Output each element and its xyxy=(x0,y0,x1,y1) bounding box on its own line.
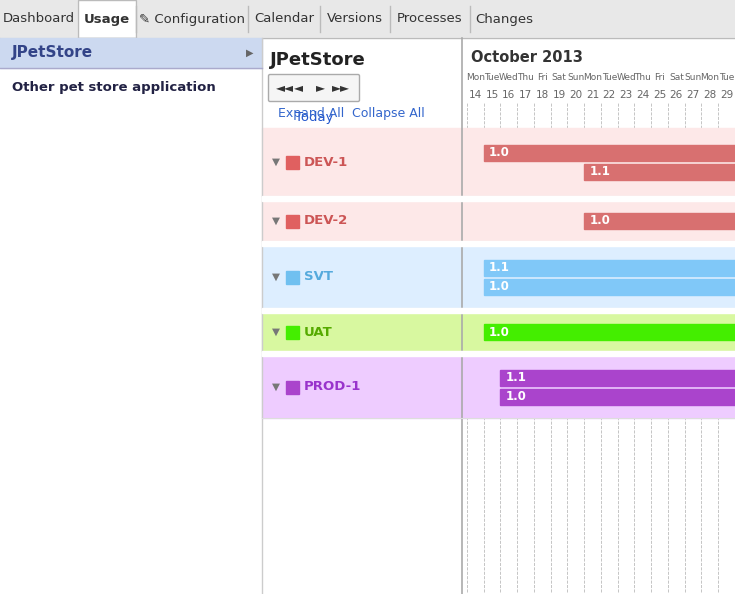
Text: Calendar: Calendar xyxy=(254,12,314,26)
Text: 17: 17 xyxy=(519,90,532,100)
Text: 1.1: 1.1 xyxy=(589,165,610,178)
Text: Other pet store application: Other pet store application xyxy=(12,81,216,94)
Text: 22: 22 xyxy=(603,90,616,100)
Text: Changes: Changes xyxy=(475,12,533,26)
Text: 21: 21 xyxy=(586,90,599,100)
Text: Thu: Thu xyxy=(634,74,651,83)
Text: Sat: Sat xyxy=(669,74,684,83)
Text: Tue: Tue xyxy=(602,74,617,83)
Text: ►►: ►► xyxy=(332,81,350,94)
Text: 29: 29 xyxy=(720,90,734,100)
Text: 20: 20 xyxy=(570,90,582,100)
FancyBboxPatch shape xyxy=(268,74,359,102)
Text: JPetStore: JPetStore xyxy=(270,51,366,69)
Text: 1.0: 1.0 xyxy=(489,326,509,339)
Text: Tue: Tue xyxy=(484,74,500,83)
Bar xyxy=(286,270,299,283)
Text: Sun: Sun xyxy=(567,74,584,83)
Text: ◄: ◄ xyxy=(294,81,303,94)
Bar xyxy=(286,156,299,169)
Bar xyxy=(0,38,262,594)
Text: 23: 23 xyxy=(620,90,633,100)
Text: Mon: Mon xyxy=(700,74,720,83)
Bar xyxy=(262,246,735,308)
Text: DEV-2: DEV-2 xyxy=(304,214,348,228)
Text: 14: 14 xyxy=(469,90,482,100)
Text: 18: 18 xyxy=(536,90,549,100)
Bar xyxy=(484,144,735,160)
Bar xyxy=(286,214,299,228)
Bar xyxy=(501,388,735,405)
Bar xyxy=(501,369,735,386)
Text: ◄◄: ◄◄ xyxy=(276,81,294,94)
Bar xyxy=(262,196,735,201)
Bar xyxy=(0,38,262,68)
Bar xyxy=(262,201,735,241)
Bar xyxy=(262,128,735,196)
Text: DEV-1: DEV-1 xyxy=(304,156,348,169)
Text: ▶: ▶ xyxy=(246,48,254,58)
Bar xyxy=(484,260,735,276)
Text: 1.0: 1.0 xyxy=(506,390,526,403)
Bar xyxy=(262,313,735,351)
Text: 1.0: 1.0 xyxy=(489,280,509,293)
Bar xyxy=(484,324,735,340)
Text: Fri: Fri xyxy=(537,74,548,83)
Text: Expand All: Expand All xyxy=(278,106,344,119)
Bar xyxy=(0,0,735,38)
Text: 1.0: 1.0 xyxy=(589,214,610,228)
Bar xyxy=(584,163,735,179)
Text: Usage: Usage xyxy=(84,12,130,26)
Text: SVT: SVT xyxy=(304,270,333,283)
Text: 28: 28 xyxy=(703,90,717,100)
Text: Sun: Sun xyxy=(684,74,702,83)
Text: 15: 15 xyxy=(486,90,499,100)
Text: Fri: Fri xyxy=(654,74,665,83)
Text: Mon: Mon xyxy=(583,74,602,83)
Bar xyxy=(262,241,735,246)
Text: ✎ Configuration: ✎ Configuration xyxy=(139,12,245,26)
Text: 1.1: 1.1 xyxy=(489,261,509,274)
Bar xyxy=(484,279,735,295)
Bar xyxy=(262,308,735,313)
Bar xyxy=(262,351,735,356)
Text: Today: Today xyxy=(295,112,333,125)
Bar xyxy=(78,0,136,38)
Text: October 2013: October 2013 xyxy=(471,50,583,65)
Text: Processes: Processes xyxy=(397,12,463,26)
Bar xyxy=(78,0,136,38)
Text: JPetStore: JPetStore xyxy=(12,46,93,61)
Text: 1.0: 1.0 xyxy=(489,146,509,159)
Text: Wed: Wed xyxy=(499,74,519,83)
Text: PROD-1: PROD-1 xyxy=(304,381,362,393)
Text: Dashboard: Dashboard xyxy=(3,12,75,26)
Text: 24: 24 xyxy=(637,90,650,100)
Text: 25: 25 xyxy=(653,90,666,100)
Text: Collapse All: Collapse All xyxy=(352,106,425,119)
Text: ▼: ▼ xyxy=(272,272,280,282)
Text: Sat: Sat xyxy=(552,74,567,83)
Text: 16: 16 xyxy=(502,90,515,100)
Text: Tue: Tue xyxy=(719,74,734,83)
Bar xyxy=(286,326,299,339)
Text: 1.1: 1.1 xyxy=(506,371,526,384)
Text: Versions: Versions xyxy=(327,12,383,26)
Text: UAT: UAT xyxy=(304,326,333,339)
Text: 19: 19 xyxy=(553,90,566,100)
Text: Mon: Mon xyxy=(466,74,485,83)
Text: 26: 26 xyxy=(670,90,683,100)
Text: Thu: Thu xyxy=(517,74,534,83)
Text: ▼: ▼ xyxy=(272,327,280,337)
Text: Wed: Wed xyxy=(616,74,636,83)
Bar xyxy=(584,213,735,229)
Text: ▼: ▼ xyxy=(272,382,280,392)
Text: ▼: ▼ xyxy=(272,157,280,167)
Bar xyxy=(286,381,299,393)
Bar xyxy=(262,356,735,418)
Text: 27: 27 xyxy=(686,90,700,100)
Text: ▼: ▼ xyxy=(272,216,280,226)
Text: ►: ► xyxy=(316,81,325,94)
